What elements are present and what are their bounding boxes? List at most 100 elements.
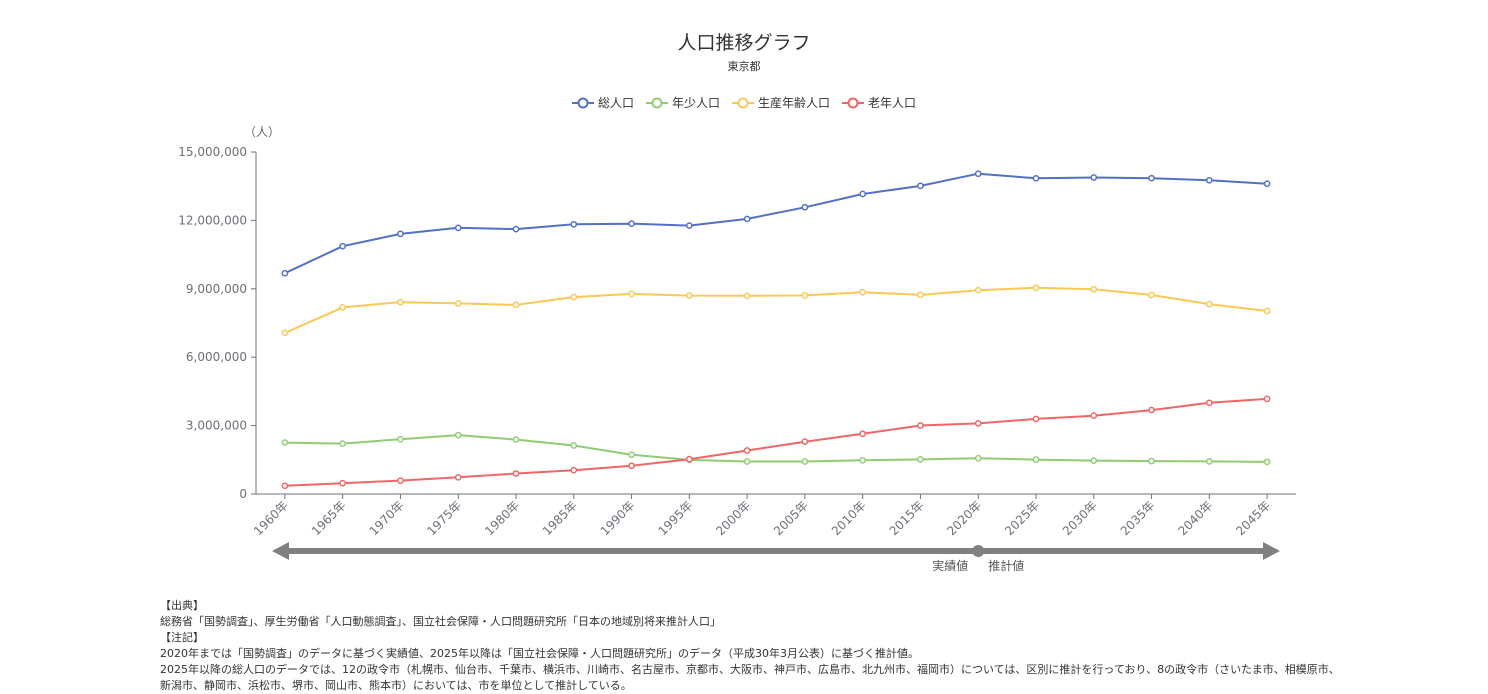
data-point bbox=[1263, 395, 1271, 403]
x-tick-label: 2045年 bbox=[1233, 498, 1273, 538]
data-point bbox=[397, 298, 404, 306]
data-point bbox=[917, 422, 924, 429]
y-tick-label: 12,000,000 bbox=[178, 213, 247, 227]
data-point bbox=[397, 477, 404, 484]
series-line-3 bbox=[284, 397, 1268, 487]
data-point bbox=[743, 447, 751, 454]
data-point bbox=[743, 215, 751, 223]
x-tick-label: 2000年 bbox=[713, 498, 753, 538]
data-point bbox=[339, 479, 347, 487]
data-point bbox=[281, 329, 289, 337]
legend-item-total[interactable]: 総人口 bbox=[571, 94, 634, 111]
data-point bbox=[974, 420, 982, 427]
data-point bbox=[1090, 457, 1098, 464]
data-point bbox=[974, 286, 982, 294]
data-point bbox=[859, 190, 867, 198]
x-tick-label: 1990年 bbox=[598, 498, 638, 538]
x-tick-label: 1970年 bbox=[367, 498, 407, 538]
data-point bbox=[1148, 174, 1155, 182]
phase-label-actual: 実績値 bbox=[932, 558, 968, 573]
data-point bbox=[1032, 284, 1040, 292]
data-point bbox=[281, 269, 289, 277]
x-tick-label: 1965年 bbox=[309, 498, 349, 538]
data-point bbox=[1263, 180, 1271, 188]
legend-item-youth[interactable]: 年少人口 bbox=[645, 94, 720, 111]
data-point bbox=[1148, 406, 1155, 414]
y-tick-label: 3,000,000 bbox=[186, 419, 247, 433]
notes-heading: 【注記】 bbox=[160, 631, 204, 644]
data-point bbox=[570, 442, 578, 449]
data-point bbox=[397, 435, 404, 443]
legend-marker-icon bbox=[571, 97, 594, 108]
data-point bbox=[1205, 458, 1213, 465]
data-point bbox=[1148, 457, 1155, 465]
legend-marker-icon bbox=[645, 97, 668, 108]
data-point bbox=[801, 458, 809, 465]
data-point bbox=[801, 438, 809, 446]
data-point bbox=[801, 292, 809, 299]
notes-section: 【出典】 総務省「国勢調査」、厚生労働省「人口動態調査」、国立社会保障・人口問題… bbox=[160, 598, 1340, 694]
data-point bbox=[1090, 285, 1098, 293]
phase-label-projected: 推計値 bbox=[988, 558, 1024, 573]
source-text: 総務省「国勢調査」、厚生労働省「人口動態調査」、国立社会保障・人口問題研究所「日… bbox=[160, 615, 721, 628]
data-point bbox=[1205, 176, 1213, 184]
data-point bbox=[512, 225, 520, 233]
chart-subtitle: 東京都 bbox=[727, 60, 761, 73]
data-point bbox=[570, 293, 578, 301]
data-point bbox=[397, 230, 404, 238]
data-point bbox=[685, 292, 693, 299]
data-point bbox=[570, 220, 578, 228]
data-point bbox=[974, 170, 982, 178]
data-point bbox=[512, 436, 520, 443]
data-point bbox=[1263, 458, 1271, 466]
data-point bbox=[917, 291, 924, 299]
data-point bbox=[628, 220, 635, 228]
data-point bbox=[454, 431, 462, 439]
y-tick-label: 6,000,000 bbox=[186, 350, 247, 364]
y-tick-label: 0 bbox=[239, 487, 247, 501]
x-tick-label: 1980年 bbox=[482, 498, 522, 538]
source-heading: 【出典】 bbox=[160, 599, 204, 612]
data-point bbox=[859, 456, 867, 464]
legend-item-elderly[interactable]: 老年人口 bbox=[842, 94, 916, 111]
legend-marker-icon bbox=[842, 97, 865, 108]
data-point bbox=[801, 203, 809, 211]
data-point bbox=[339, 440, 347, 447]
note-2: 2025年以降の総人口のデータでは、12の政令市（札幌市、仙台市、千葉市、横浜市… bbox=[160, 663, 1340, 692]
phase-arrow-left-head bbox=[272, 542, 289, 560]
y-tick-label: 15,000,000 bbox=[178, 145, 247, 159]
data-point bbox=[1032, 456, 1040, 463]
phase-arrow-right-head bbox=[1263, 542, 1280, 560]
data-point bbox=[1205, 399, 1213, 407]
legend-item-working-age[interactable]: 生産年齢人口 bbox=[732, 94, 830, 111]
series-line-1 bbox=[284, 434, 1268, 463]
data-point bbox=[628, 290, 635, 298]
data-point bbox=[1032, 415, 1040, 423]
data-point bbox=[743, 458, 751, 465]
data-point bbox=[570, 466, 578, 474]
data-point bbox=[454, 300, 462, 307]
data-point bbox=[512, 470, 520, 477]
x-tick-label: 2025年 bbox=[1002, 498, 1042, 538]
x-tick-label: 1975年 bbox=[424, 498, 464, 538]
data-point bbox=[281, 482, 289, 490]
data-point bbox=[917, 182, 924, 190]
data-point bbox=[454, 473, 462, 481]
data-point bbox=[281, 439, 289, 446]
legend-label: 年少人口 bbox=[671, 96, 720, 110]
x-tick-label: 2040年 bbox=[1175, 498, 1215, 538]
data-point bbox=[859, 288, 867, 296]
data-point bbox=[1205, 300, 1213, 308]
chart-title: 人口推移グラフ bbox=[677, 32, 811, 54]
data-point bbox=[628, 462, 635, 470]
legend-label: 総人口 bbox=[597, 96, 634, 110]
data-point bbox=[454, 224, 462, 232]
data-point bbox=[512, 301, 520, 309]
legend-marker-icon bbox=[732, 97, 754, 108]
x-tick-label: 2005年 bbox=[771, 498, 811, 538]
data-point bbox=[1148, 291, 1155, 299]
legend: 総人口 年少人口 生産年齢人口 老年人口 bbox=[0, 94, 1488, 111]
legend-label: 老年人口 bbox=[868, 96, 917, 110]
x-tick-label: 2035年 bbox=[1118, 498, 1158, 538]
